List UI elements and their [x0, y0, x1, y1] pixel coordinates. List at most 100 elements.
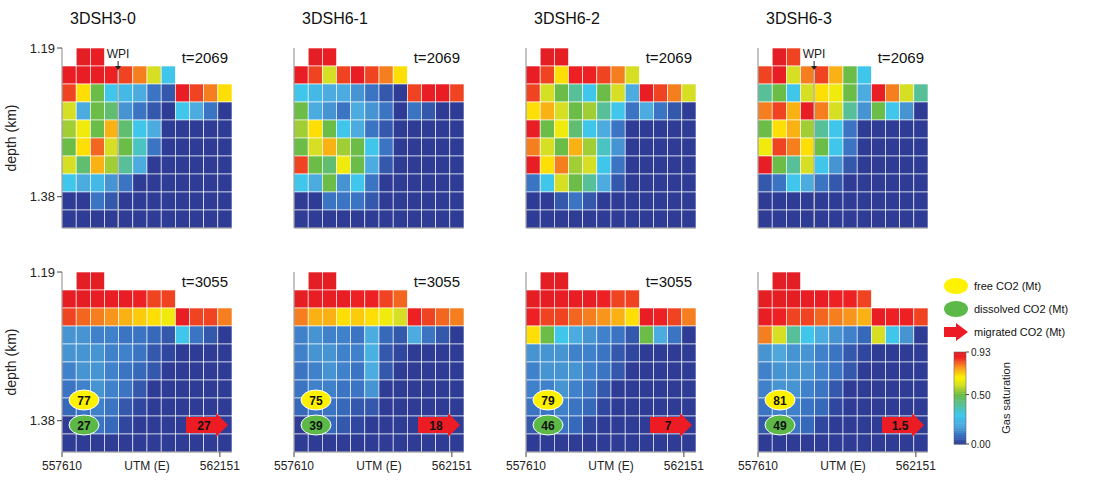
cell	[829, 326, 843, 344]
cell	[365, 210, 379, 228]
cell	[900, 84, 914, 102]
cell	[554, 102, 568, 120]
cell	[365, 326, 379, 344]
cell	[322, 344, 336, 362]
cell	[843, 192, 857, 210]
cell	[569, 434, 583, 452]
cell	[133, 138, 147, 156]
cell	[611, 192, 625, 210]
cell	[450, 210, 464, 228]
cell	[422, 308, 436, 326]
cell	[758, 326, 772, 344]
cell	[611, 120, 625, 138]
time-label: t=2069	[414, 49, 460, 66]
cell	[147, 156, 161, 174]
colorbar-tick-label: 0.93	[971, 347, 991, 358]
cell	[379, 138, 393, 156]
cell	[829, 344, 843, 362]
cell	[625, 84, 639, 102]
cell	[218, 156, 232, 174]
cell	[379, 84, 393, 102]
cell	[337, 344, 351, 362]
cell	[190, 138, 204, 156]
cell	[611, 344, 625, 362]
cell	[62, 120, 76, 138]
cell	[758, 156, 772, 174]
cell	[407, 120, 421, 138]
cell	[105, 156, 119, 174]
cell	[105, 210, 119, 228]
cell	[90, 192, 104, 210]
colorbar-tick	[966, 352, 969, 353]
cell	[526, 326, 540, 344]
cell	[843, 290, 857, 308]
cell	[76, 210, 90, 228]
cell	[175, 210, 189, 228]
cell	[379, 290, 393, 308]
cell	[337, 66, 351, 84]
cell	[758, 290, 772, 308]
cell	[871, 156, 885, 174]
cell	[583, 362, 597, 380]
cell	[625, 174, 639, 192]
well-label: WPI	[107, 47, 130, 61]
well-line	[813, 70, 814, 228]
cell	[569, 156, 583, 174]
cell	[639, 398, 653, 416]
cell	[583, 156, 597, 174]
cell	[393, 290, 407, 308]
cell	[540, 138, 554, 156]
cell	[682, 398, 696, 416]
cell	[829, 192, 843, 210]
cell	[900, 308, 914, 326]
cell	[175, 174, 189, 192]
cell	[308, 344, 322, 362]
cell	[857, 326, 871, 344]
co2-value: 79	[541, 394, 555, 408]
cell	[175, 344, 189, 362]
cell	[450, 326, 464, 344]
cell	[597, 120, 611, 138]
cell	[857, 434, 871, 452]
cell	[526, 156, 540, 174]
cell	[857, 344, 871, 362]
cell	[801, 138, 815, 156]
cell	[351, 434, 365, 452]
co2-value: 49	[773, 419, 787, 433]
y-axis-line	[526, 272, 527, 452]
cell	[583, 416, 597, 434]
cell	[393, 308, 407, 326]
well-line	[117, 70, 118, 228]
cell	[815, 66, 829, 84]
cell	[625, 326, 639, 344]
cell	[871, 344, 885, 362]
cell	[190, 362, 204, 380]
x-axis-line	[62, 228, 232, 229]
cell	[829, 434, 843, 452]
cell	[886, 434, 900, 452]
cell	[105, 84, 119, 102]
x-tick	[915, 452, 916, 457]
cell	[175, 380, 189, 398]
cell	[668, 380, 682, 398]
cell	[597, 434, 611, 452]
cell	[583, 326, 597, 344]
cell	[569, 138, 583, 156]
x-axis-line	[294, 228, 464, 229]
cell	[772, 174, 786, 192]
y-axis-line	[758, 272, 759, 452]
well-label: WPI	[803, 47, 826, 61]
cell	[436, 210, 450, 228]
cell	[569, 192, 583, 210]
cell	[772, 138, 786, 156]
cell	[436, 156, 450, 174]
cell	[554, 66, 568, 84]
cell	[294, 362, 308, 380]
cell	[105, 120, 119, 138]
cell	[569, 210, 583, 228]
plot-area	[526, 272, 696, 452]
time-label: t=2069	[646, 49, 692, 66]
cell	[639, 434, 653, 452]
cell	[611, 174, 625, 192]
cell	[422, 156, 436, 174]
